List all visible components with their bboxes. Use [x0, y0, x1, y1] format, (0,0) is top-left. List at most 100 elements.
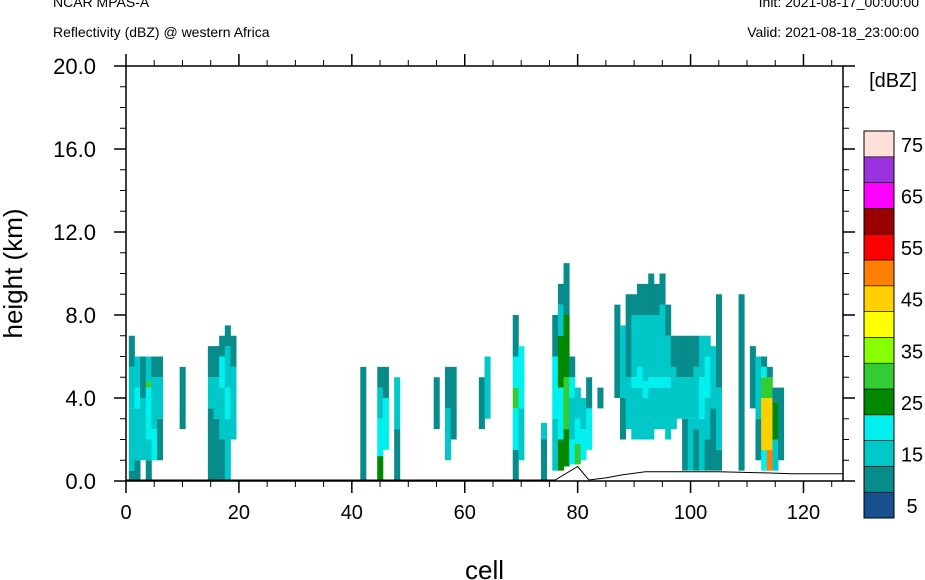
reflectivity-cell [128, 470, 135, 481]
reflectivity-cell [157, 356, 164, 378]
reflectivity-cell [659, 304, 666, 378]
reflectivity-cell [382, 398, 389, 450]
reflectivity-cell [636, 315, 643, 367]
reflectivity-cell [444, 408, 452, 461]
reflectivity-cell [761, 398, 768, 450]
reflectivity-cell [512, 387, 519, 409]
colorbar-swatch [863, 182, 895, 209]
reflectivity-cell [128, 408, 135, 471]
colorbar-swatch [863, 208, 895, 235]
colorbar-swatch [863, 311, 895, 338]
reflectivity-cell [484, 356, 491, 419]
reflectivity-cell [574, 443, 581, 465]
x-tick-label: 80 [567, 502, 589, 524]
reflectivity-cell [230, 366, 237, 440]
reflectivity-cell [772, 387, 779, 403]
reflectivity-cell [682, 418, 689, 471]
reflectivity-cell [377, 366, 384, 388]
reflectivity-cell [213, 418, 220, 481]
reflectivity-cell [151, 377, 158, 398]
reflectivity-cell [145, 439, 152, 461]
reflectivity-cell [642, 283, 649, 315]
reflectivity-cell [631, 377, 638, 388]
reflectivity-cell [755, 418, 762, 461]
reflectivity-cell [557, 439, 564, 471]
reflectivity-cell [761, 366, 768, 378]
reflectivity-cell [699, 377, 706, 419]
reflectivity-cell [766, 449, 773, 471]
colorbar-swatch [863, 414, 895, 441]
reflectivity-cell [693, 429, 700, 471]
reflectivity-cell [574, 387, 581, 419]
reflectivity-cell [557, 304, 564, 336]
reflectivity-cell [512, 449, 519, 481]
reflectivity-cell [659, 273, 666, 305]
reflectivity-cell [586, 408, 593, 450]
x-tick-label: 120 [787, 502, 820, 524]
reflectivity-cell [140, 356, 147, 398]
reflectivity-cell [648, 273, 655, 315]
colorbar-swatch [863, 156, 895, 183]
reflectivity-cell [518, 408, 525, 461]
colorbar-swatch [863, 233, 895, 261]
reflectivity-cell [710, 408, 717, 471]
reflectivity-cell [145, 387, 152, 440]
reflectivity-cell [552, 418, 559, 471]
reflectivity-cell [619, 325, 627, 398]
reflectivity-cell [224, 418, 231, 481]
reflectivity-cell [207, 346, 214, 378]
colorbar-label: 15 [901, 445, 923, 467]
reflectivity-cell [377, 387, 384, 419]
reflectivity-cell [653, 283, 660, 315]
reflectivity-cell [665, 304, 672, 336]
reflectivity-cell [213, 346, 220, 378]
terrain-line [126, 465, 843, 481]
reflectivity-cell [151, 429, 158, 461]
reflectivity-cell [134, 387, 141, 409]
reflectivity-cell [704, 356, 711, 398]
colorbar-swatch [863, 130, 895, 158]
axis-ticks [114, 54, 855, 493]
chart-title: Reflectivity (dBZ) @ western Africa [53, 24, 270, 40]
reflectivity-cell [772, 439, 779, 471]
reflectivity-cell [766, 398, 773, 450]
reflectivity-cell [670, 366, 677, 430]
reflectivity-cell [715, 294, 723, 388]
y-axis-label: height (km) [0, 208, 28, 338]
reflectivity-cell [665, 335, 672, 378]
reflectivity-cell [394, 377, 401, 430]
reflectivity-cell [382, 366, 389, 398]
reflectivity-cell [586, 377, 593, 409]
colorbar-swatch [863, 285, 895, 312]
reflectivity-cell [614, 304, 621, 398]
reflectivity-cell [653, 315, 660, 378]
reflectivity-cell [128, 366, 135, 409]
reflectivity-cell [145, 356, 152, 382]
reflectivity-cell [557, 283, 564, 305]
y-tick-label: 0.0 [65, 469, 96, 494]
reflectivity-cell [738, 398, 745, 471]
y-tick-label: 16.0 [53, 137, 96, 162]
reflectivity-cell [377, 418, 384, 457]
x-tick-label: 20 [228, 502, 250, 524]
reflectivity-cell [699, 335, 706, 378]
reflectivity-cell [659, 377, 666, 388]
reflectivity-cell [580, 398, 587, 430]
reflectivity-cell [213, 377, 220, 419]
reflectivity-cell [569, 377, 576, 398]
reflectivity-cell [569, 398, 576, 440]
reflectivity-cell [360, 366, 367, 481]
colorbar-label: 75 [901, 135, 923, 157]
reflectivity-cell [704, 398, 711, 440]
colorbar-label: 35 [901, 341, 923, 363]
reflectivity-cell [580, 429, 587, 461]
reflectivity-cell [625, 377, 632, 430]
reflectivity-cell [693, 335, 700, 367]
reflectivity-cell [749, 346, 756, 409]
reflectivity-cell [552, 315, 559, 357]
y-tick-label: 12.0 [53, 220, 96, 245]
x-axis-label: cell [465, 555, 504, 580]
colorbar-swatch [863, 337, 895, 364]
reflectivity-cell [631, 315, 638, 378]
reflectivity-cell [642, 315, 649, 382]
